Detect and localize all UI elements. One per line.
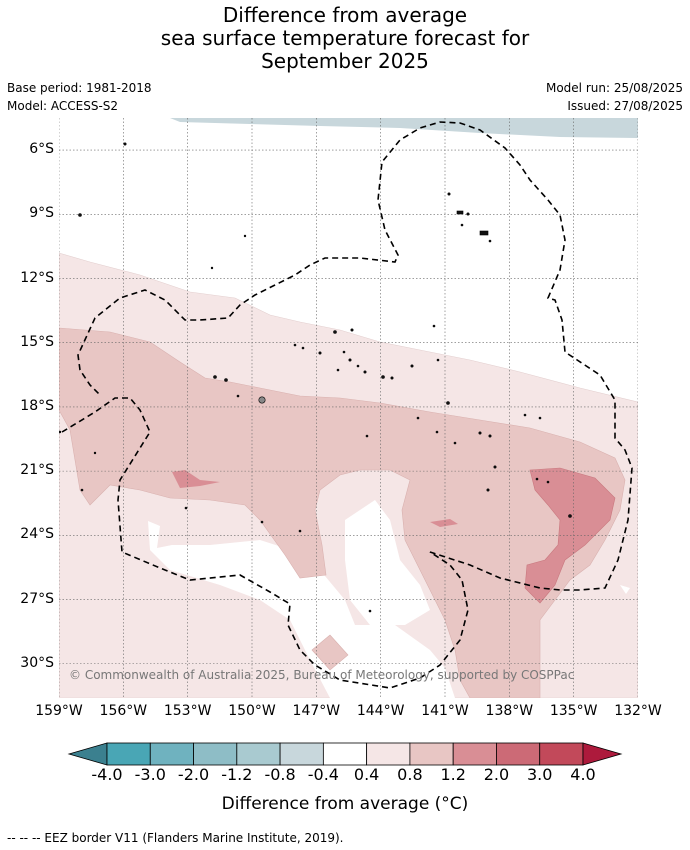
colorbar-extend-low (67, 742, 108, 766)
cool-anomaly-region (170, 118, 638, 138)
base-period-text: Base period: 1981-2018 (7, 81, 152, 95)
colorbar-bin (279, 742, 324, 766)
model-text: Model: ACCESS-S2 (7, 99, 119, 113)
title-line-2: sea surface temperature forecast for (160, 26, 530, 50)
lon-tick-label: 138°W (485, 703, 534, 719)
colorbar-tick-label: -0.4 (307, 765, 339, 784)
neutral-gap-region (148, 521, 455, 698)
model-run-text: Model run: 25/08/2025 (545, 81, 683, 95)
islands (59, 142, 572, 613)
lon-tick-label: 150°W (228, 703, 276, 719)
colorbar-tick-label: 4.0 (570, 765, 596, 784)
colorbar-tick-label: 3.0 (526, 765, 553, 784)
lat-tick-label: 21°S (20, 462, 54, 479)
map-area (59, 118, 638, 698)
colorbar-bin (106, 742, 151, 766)
colorbar-tick-label: 0.4 (353, 765, 380, 784)
colorbar-bin (193, 742, 238, 766)
colorbar-bin (452, 742, 497, 766)
lon-tick-label: 132°W (614, 703, 662, 719)
lon-tick-label: 153°W (163, 703, 212, 719)
colorbar-tick-label: -1.2 (221, 765, 253, 784)
colorbar-tick-label: -3.0 (134, 765, 166, 784)
colorbar-bin (409, 742, 454, 766)
colorbar-tick-label: 0.8 (397, 765, 423, 784)
copyright-text: © Commonwealth of Australia 2025, Bureau… (69, 668, 575, 682)
colorbar-tick-label: -2.0 (177, 765, 210, 784)
colorbar-bin (539, 742, 584, 766)
warm-anomaly-strong-patch (172, 470, 220, 488)
colorbar-bin (366, 742, 411, 766)
lat-tick-label: 9°S (29, 205, 54, 222)
eez-footnote: -- -- -- EEZ border V11 (Flanders Marine… (7, 831, 344, 845)
meta-right: Model run: 25/08/2025 Issued: 27/08/2025 (546, 79, 683, 115)
lon-tick-label: 156°W (99, 703, 148, 719)
lon-tick-label: 159°W (35, 703, 83, 719)
colorbar-tick-label: 2.0 (483, 765, 510, 784)
colorbar-bin (322, 742, 368, 766)
warm-anomaly-strong-patch-2 (430, 519, 458, 527)
issued-text: Issued: 27/08/2025 (567, 99, 683, 113)
colorbar-tick-label: -4.0 (91, 765, 123, 784)
lat-tick-label: 15°S (20, 333, 54, 350)
colorbar-bin (496, 742, 541, 766)
gridlines (59, 118, 638, 698)
warm-anomaly-medium-patch (311, 634, 349, 671)
lat-tick-label: 24°S (20, 526, 54, 543)
neutral-spot-2 (620, 585, 630, 594)
colorbar-tick-label: 1.2 (440, 765, 466, 784)
lon-tick-label: 144°W (356, 703, 405, 719)
colorbar-extend-high (582, 742, 623, 766)
colorbar-bin (149, 742, 194, 766)
colorbar-title: Difference from average (°C) (221, 794, 469, 814)
meta-left: Base period: 1981-2018 Model: ACCESS-S2 (7, 79, 152, 115)
lat-tick-label: 30°S (20, 654, 54, 671)
colorbar-tick-label: -0.8 (264, 765, 296, 784)
lon-tick-label: 141°W (421, 703, 469, 719)
neutral-gap-region-2 (345, 500, 430, 625)
lat-tick-label: 6°S (29, 141, 54, 158)
lon-tick-label: 135°W (549, 703, 598, 719)
lon-tick-label: 147°W (292, 703, 341, 719)
lat-tick-label: 12°S (20, 269, 54, 286)
lat-tick-label: 18°S (20, 397, 54, 414)
title-line-3: September 2025 (261, 49, 429, 73)
lat-tick-label: 27°S (20, 590, 54, 607)
title-line-1: Difference from average (222, 3, 468, 27)
eez-border (61, 121, 633, 689)
colorbar-bin (236, 742, 281, 766)
chart-title: Difference from average sea surface temp… (0, 4, 690, 73)
